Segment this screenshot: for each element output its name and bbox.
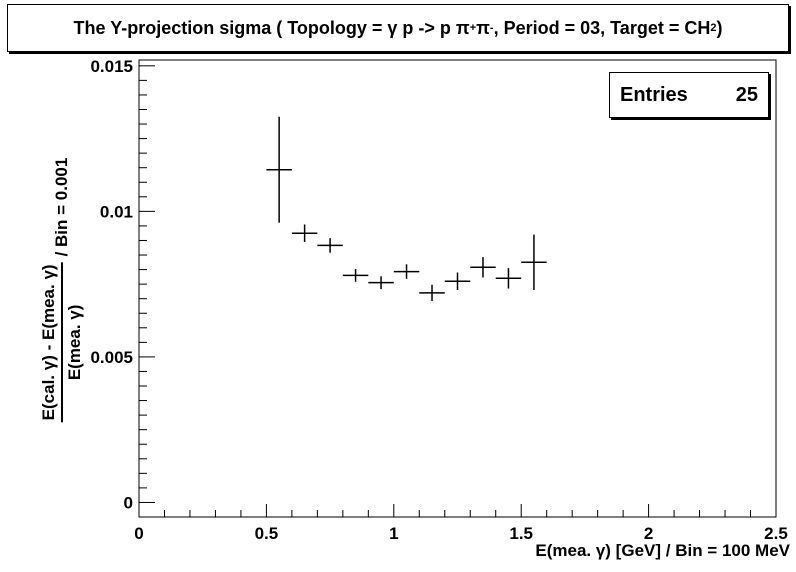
title-sup2: - bbox=[489, 22, 494, 34]
title-part3: , Period = 03, Target = CH bbox=[493, 17, 711, 38]
y-tick-label: 0.01 bbox=[100, 202, 133, 221]
x-tick-label: 1 bbox=[389, 524, 398, 543]
x-tick-label: 0.5 bbox=[255, 524, 279, 543]
x-tick-label: 2 bbox=[644, 524, 653, 543]
y-tick-label: 0 bbox=[124, 493, 133, 512]
chart-title: The Y-projection sigma ( Topology = γ p … bbox=[7, 4, 789, 52]
title-part2: π bbox=[476, 17, 490, 38]
x-tick-label: 1.5 bbox=[509, 524, 533, 543]
x-tick-label: 2.5 bbox=[764, 524, 788, 543]
x-tick-label: 0 bbox=[134, 524, 143, 543]
title-part4: ) bbox=[716, 17, 723, 38]
y-axis-numerator: E(cal. γ) - E(mea. γ) bbox=[39, 262, 63, 423]
y-tick-label: 0.005 bbox=[90, 348, 133, 367]
stats-box: Entries 25 bbox=[609, 72, 769, 118]
title-sub: 2 bbox=[710, 22, 717, 34]
y-axis-label: E(cal. γ) - E(mea. γ) E(mea. γ) / Bin = … bbox=[39, 158, 85, 423]
title-sup1: + bbox=[469, 22, 477, 34]
y-axis-fraction: E(cal. γ) - E(mea. γ) E(mea. γ) bbox=[39, 262, 85, 423]
stats-label: Entries bbox=[620, 83, 688, 106]
y-axis-suffix: / Bin = 0.001 bbox=[52, 157, 71, 257]
plot-frame bbox=[138, 59, 777, 518]
y-tick-label: 0.015 bbox=[90, 57, 133, 76]
stats-value: 25 bbox=[735, 83, 758, 106]
x-axis-label: E(mea. γ) [GeV] / Bin = 100 MeV bbox=[535, 541, 790, 560]
y-axis-denominator: E(mea. γ) bbox=[65, 304, 84, 381]
title-part1: The Y-projection sigma ( Topology = γ p … bbox=[73, 17, 470, 38]
